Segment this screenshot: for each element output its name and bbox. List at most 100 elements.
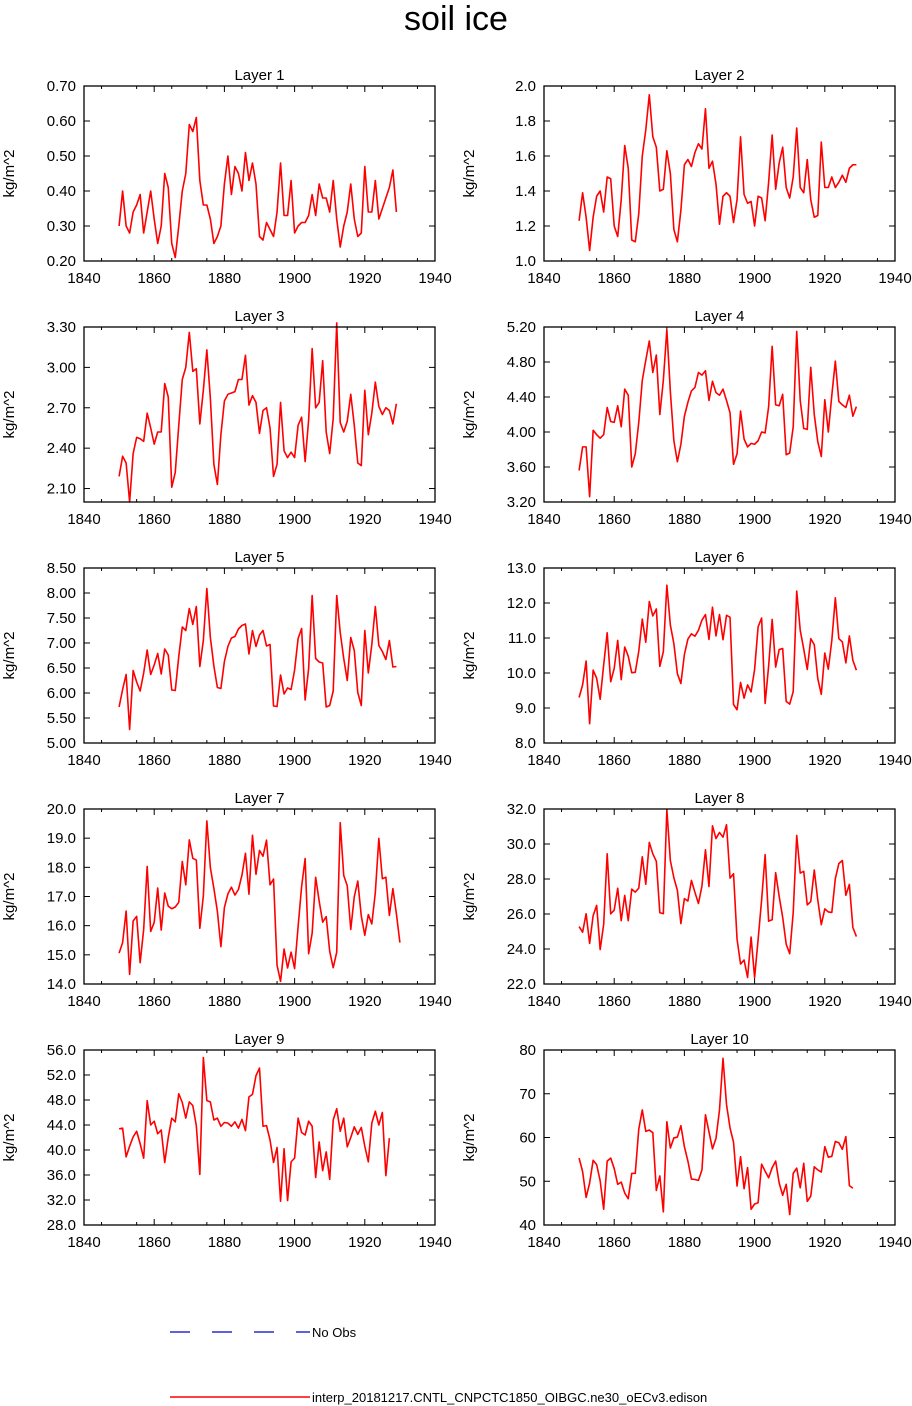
y-tick-label: 1.0	[515, 253, 536, 270]
x-tick-label: 1940	[878, 993, 911, 1010]
y-axis-label: kg/m^2	[461, 873, 478, 921]
x-tick-label: 1900	[278, 752, 311, 769]
x-tick-label: 1840	[527, 270, 560, 287]
x-tick-label: 1940	[878, 1234, 911, 1251]
series-line	[578, 584, 858, 725]
panel-9: Layer 9 kg/m^2 1840 1860 1880 1900 1920 1940 28.…	[1, 1031, 452, 1251]
panels-group: Layer 1 kg/m^2 1840 1860 1880 1900 1920 1940 0.2…	[1, 67, 912, 1251]
plot-frame	[83, 567, 436, 744]
y-tick-label: 36.0	[47, 1167, 76, 1184]
plot-frame	[83, 808, 436, 985]
x-tick-label: 1900	[278, 1234, 311, 1251]
series-line	[578, 1057, 854, 1216]
x-tick-label: 1900	[278, 993, 311, 1010]
x-tick-label: 1840	[527, 1234, 560, 1251]
y-axis-label: kg/m^2	[461, 632, 478, 680]
plot-frame	[83, 85, 436, 262]
y-tick-label: 18.0	[47, 859, 76, 876]
x-tick-label: 1880	[668, 1234, 701, 1251]
x-tick-label: 1920	[348, 752, 381, 769]
y-tick-label: 56.0	[47, 1042, 76, 1059]
y-axis-label: kg/m^2	[1, 1114, 18, 1162]
series-line	[118, 1056, 391, 1203]
y-tick-label: 0.70	[47, 78, 76, 95]
x-tick-label: 1940	[418, 270, 451, 287]
x-tick-label: 1860	[598, 993, 631, 1010]
x-tick-label: 1860	[138, 993, 171, 1010]
y-tick-label: 26.0	[507, 906, 536, 923]
y-tick-label: 5.00	[47, 735, 76, 752]
y-tick-label: 52.0	[47, 1067, 76, 1084]
series-line	[118, 820, 401, 983]
panel-title: Layer 4	[694, 308, 744, 325]
x-tick-label: 1840	[527, 993, 560, 1010]
y-axis-label: kg/m^2	[1, 391, 18, 439]
y-tick-label: 2.0	[515, 78, 536, 95]
x-tick-label: 1900	[738, 993, 771, 1010]
y-tick-label: 2.70	[47, 400, 76, 417]
y-tick-label: 44.0	[47, 1117, 76, 1134]
y-tick-label: 1.2	[515, 218, 536, 235]
panel-1: Layer 1 kg/m^2 1840 1860 1880 1900 1920 1940 0.2…	[1, 67, 452, 287]
panel-title: Layer 1	[234, 67, 284, 84]
x-tick-label: 1840	[67, 1234, 100, 1251]
y-tick-label: 8.50	[47, 560, 76, 577]
y-tick-label: 1.8	[515, 113, 536, 130]
y-tick-label: 6.00	[47, 685, 76, 702]
x-tick-label: 1920	[808, 1234, 841, 1251]
x-tick-label: 1880	[208, 1234, 241, 1251]
x-tick-label: 1880	[208, 511, 241, 528]
y-tick-label: 3.00	[47, 359, 76, 376]
x-tick-label: 1900	[278, 511, 311, 528]
y-axis-label: kg/m^2	[1, 150, 18, 198]
y-tick-label: 4.80	[507, 354, 536, 371]
y-tick-label: 3.30	[47, 319, 76, 336]
panel-title: Layer 9	[234, 1031, 284, 1048]
y-tick-label: 5.20	[507, 319, 536, 336]
y-tick-label: 9.0	[515, 700, 536, 717]
series-line	[118, 587, 397, 731]
x-tick-label: 1880	[668, 993, 701, 1010]
plot-frame	[543, 85, 896, 262]
y-tick-label: 28.0	[507, 871, 536, 888]
legend-no-obs-label: No Obs	[312, 1325, 357, 1340]
panel-7: Layer 7 kg/m^2 1840 1860 1880 1900 1920 1940 14.…	[1, 790, 452, 1010]
y-axis-label: kg/m^2	[1, 632, 18, 680]
y-tick-label: 0.60	[47, 113, 76, 130]
x-tick-label: 1940	[878, 511, 911, 528]
plot-frame	[83, 1049, 436, 1226]
y-tick-label: 48.0	[47, 1092, 76, 1109]
y-tick-label: 0.40	[47, 183, 76, 200]
panel-10: Layer 10 kg/m^2 1840 1860 1880 1900 1920 1940 40…	[461, 1031, 912, 1251]
y-tick-label: 15.0	[47, 947, 76, 964]
y-tick-label: 4.00	[507, 424, 536, 441]
y-tick-label: 17.0	[47, 889, 76, 906]
y-tick-label: 22.0	[507, 976, 536, 993]
y-axis-label: kg/m^2	[461, 391, 478, 439]
y-tick-label: 16.0	[47, 918, 76, 935]
x-tick-label: 1920	[348, 511, 381, 528]
y-tick-label: 50	[519, 1173, 536, 1190]
panel-title: Layer 5	[234, 549, 284, 566]
x-tick-label: 1920	[808, 752, 841, 769]
x-tick-label: 1860	[598, 511, 631, 528]
y-tick-label: 8.0	[515, 735, 536, 752]
y-tick-label: 30.0	[507, 836, 536, 853]
y-tick-label: 24.0	[507, 941, 536, 958]
y-tick-label: 0.50	[47, 148, 76, 165]
x-tick-label: 1880	[668, 511, 701, 528]
y-tick-label: 0.20	[47, 253, 76, 270]
x-tick-label: 1940	[418, 511, 451, 528]
x-tick-label: 1860	[138, 511, 171, 528]
y-tick-label: 3.60	[507, 459, 536, 476]
x-tick-label: 1840	[527, 511, 560, 528]
x-tick-label: 1940	[418, 1234, 451, 1251]
x-tick-label: 1880	[208, 752, 241, 769]
y-axis-label: kg/m^2	[1, 873, 18, 921]
legend-group: No Obs interp_20181217.CNTL_CNPCTC1850_O…	[170, 1325, 707, 1405]
y-tick-label: 3.20	[507, 494, 536, 511]
panel-title: Layer 6	[694, 549, 744, 566]
panel-6: Layer 6 kg/m^2 1840 1860 1880 1900 1920 1940 8.0…	[461, 549, 912, 769]
y-tick-label: 40	[519, 1217, 536, 1234]
